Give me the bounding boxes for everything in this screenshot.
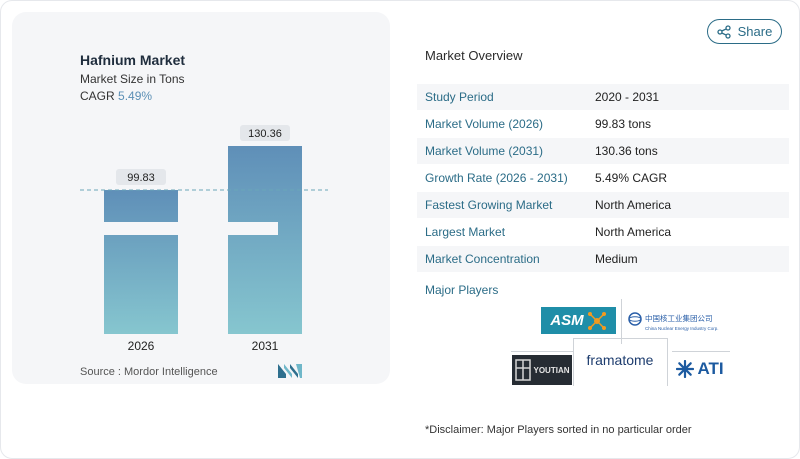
overview-row-value: North America — [595, 225, 672, 239]
data-label-bg — [116, 169, 166, 186]
logo-divider — [573, 338, 574, 386]
axis-break-band — [102, 222, 180, 235]
overview-row: Growth Rate (2026 - 2031) 5.49% CAGR — [417, 165, 789, 192]
cnnc-logo: 中国核工业集团公司 China Nuclear Energy Industry … — [628, 308, 720, 334]
overview-title: Market Overview — [425, 48, 523, 63]
overview-row-value: North America — [595, 198, 672, 212]
data-label-bg — [240, 125, 290, 141]
cnnc-logo-cn: 中国核工业集团公司 — [645, 314, 713, 323]
overview-row: Market Volume (2031) 130.36 tons — [417, 138, 789, 165]
overview-table: Study Period 2020 - 2031 Market Volume (20… — [417, 84, 789, 273]
bar-2026 — [104, 190, 178, 334]
asm-molecule-icon — [587, 311, 606, 330]
overview-row-value: 99.83 tons — [595, 117, 652, 131]
overview-row-value: 2020 - 2031 — [595, 90, 660, 104]
framatome-logo-text: framatome — [586, 352, 654, 368]
category-label: 2026 — [128, 339, 155, 353]
category-label: 2031 — [252, 339, 279, 353]
bar-2031 — [228, 146, 302, 334]
overview-row-value: Medium — [595, 252, 638, 266]
mordor-logo-icon — [278, 364, 302, 378]
youtian-logo-text: YOUTIAN — [533, 365, 570, 375]
cagr-label: CAGR — [80, 89, 115, 103]
asm-logo: ASM — [541, 307, 616, 334]
overview-row-value: 130.36 tons — [595, 144, 658, 158]
overview-row-key: Largest Market — [425, 225, 506, 239]
cagr-value: 5.49% — [118, 89, 153, 103]
asm-logo-text: ASM — [550, 312, 584, 329]
overview-row: Study Period 2020 - 2031 — [417, 84, 789, 111]
cnnc-logo-row: 中国核工业集团公司 — [628, 311, 713, 326]
overview-row-key: Market Concentration — [425, 252, 540, 266]
overview-row: Largest Market North America — [417, 219, 789, 246]
logo-divider — [672, 351, 730, 352]
overview-row-value: 5.49% CAGR — [595, 171, 668, 185]
overview-row-key: Fastest Growing Market — [425, 198, 553, 212]
framatome-logo: framatome — [576, 348, 664, 372]
cnnc-logo-en: China Nuclear Energy Industry Corp. — [645, 325, 719, 331]
overview-row-key: Market Volume (2026) — [425, 117, 544, 131]
logo-divider — [667, 338, 668, 386]
disclaimer-text: *Disclaimer: Major Players sorted in no … — [425, 424, 692, 436]
cagr-line: CAGR 5.49% — [80, 89, 152, 103]
chart-subtitle: Market Size in Tons — [80, 72, 185, 86]
overview-row-key: Study Period — [425, 90, 494, 104]
cnnc-emblem-icon — [628, 311, 642, 326]
logo-divider — [573, 338, 667, 339]
youtian-emblem-icon — [514, 359, 531, 381]
ati-star-icon — [676, 360, 695, 378]
overview-row: Market Volume (2026) 99.83 tons — [417, 111, 789, 138]
overview-row: Fastest Growing Market North America — [417, 192, 789, 219]
logo-divider — [511, 351, 573, 352]
ati-logo: ATI — [672, 356, 728, 382]
chart-card — [12, 12, 390, 384]
axis-break-band — [226, 222, 278, 235]
major-players-title: Major Players — [425, 283, 499, 297]
share-button[interactable]: Share — [707, 19, 782, 44]
youtian-logo: YOUTIAN — [512, 355, 572, 385]
overview-row: Market Concentration Medium — [417, 246, 789, 273]
data-label: 130.36 — [248, 128, 282, 140]
overview-row-key: Growth Rate (2026 - 2031) — [425, 171, 568, 185]
youtian-logo-box: YOUTIAN — [512, 355, 572, 385]
share-icon — [716, 24, 731, 39]
share-label: Share — [737, 24, 773, 39]
source-text: Source : Mordor Intelligence — [80, 366, 218, 378]
chart-title: Hafnium Market — [80, 52, 186, 68]
data-label: 99.83 — [127, 172, 155, 184]
overview-row-key: Market Volume (2031) — [425, 144, 544, 158]
logo-divider — [621, 299, 622, 344]
ati-logo-text: ATI — [697, 359, 724, 378]
